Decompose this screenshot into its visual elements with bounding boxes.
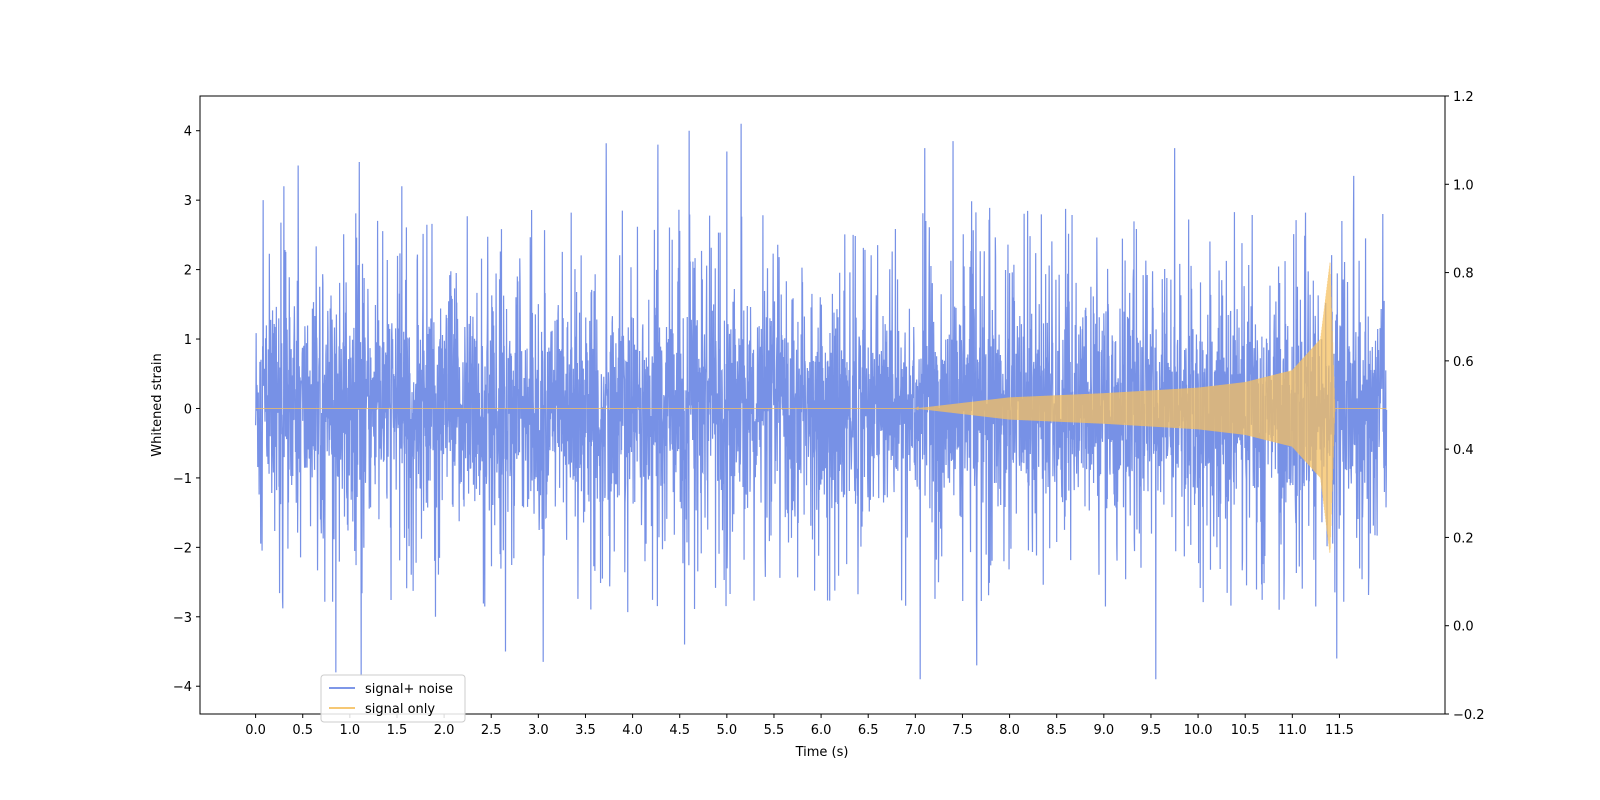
x-tick-label: 6.5 [858,723,879,738]
y2-tick-label: 0.4 [1453,443,1474,458]
y-tick-label: 2 [184,264,192,279]
legend-label-signal-only: signal only [365,702,435,717]
y-tick-label: −3 [173,611,192,626]
y2-tick-label: 0.8 [1453,267,1474,282]
legend-box [320,674,466,723]
y-axis-left: −4 −3 −2 −1 0 1 2 3 4 [173,125,200,695]
x-tick-label: 7.5 [952,723,973,738]
x-tick-label: 11.5 [1325,723,1354,738]
y-tick-label: 1 [184,333,192,348]
y-tick-label: 4 [184,125,192,140]
y-tick-label: 0 [184,402,192,417]
y2-tick-label: 1.2 [1453,90,1474,105]
y-tick-label: −4 [173,680,192,695]
series-signal-noise [255,123,1388,680]
x-tick-label: 2.0 [434,723,455,738]
y-tick-label: −2 [173,541,192,556]
y2-tick-label: 1.0 [1453,178,1474,193]
signal-line [255,262,1387,553]
y-axis-right: −0.2 0.0 0.2 0.4 0.6 0.8 1.0 1.2 [1445,90,1485,723]
x-tick-label: 5.5 [764,723,785,738]
x-tick-label: 4.0 [622,723,643,738]
x-tick-label: 9.0 [1093,723,1114,738]
x-tick-label: 8.0 [999,723,1020,738]
x-tick-label: 0.5 [292,723,313,738]
x-tick-label: 4.5 [669,723,690,738]
x-tick-label: 6.0 [811,723,832,738]
x-tick-label: 0.0 [245,723,266,738]
x-tick-label: 2.5 [481,723,502,738]
y2-tick-label: 0.2 [1453,531,1474,546]
x-tick-label: 8.5 [1046,723,1067,738]
y2-tick-label: 0.6 [1453,355,1474,370]
x-tick-label: 1.0 [340,723,361,738]
plot-frame [199,95,1446,715]
x-tick-label: 1.5 [387,723,408,738]
y2-tick-label: 0.0 [1453,620,1474,635]
y-axis-label: Whitened strain [150,353,165,456]
noise-line [255,123,1388,680]
x-tick-label: 9.5 [1141,723,1162,738]
y2-tick-label: −0.2 [1453,708,1485,723]
x-tick-label: 7.0 [905,723,926,738]
legend-label-signal-noise: signal+ noise [365,682,453,697]
x-tick-label: 3.0 [528,723,549,738]
x-tick-label: 3.5 [575,723,596,738]
y-tick-label: 3 [184,194,192,209]
legend: signal+ noise signal only [320,674,466,723]
x-tick-label: 5.0 [716,723,737,738]
x-tick-label: 11.0 [1278,723,1307,738]
x-tick-label: 10.5 [1231,723,1260,738]
y-tick-label: −1 [173,472,192,487]
x-tick-label: 10.0 [1184,723,1213,738]
x-axis: 0.0 0.5 1.0 1.5 2.0 2.5 3.0 3.5 4.0 4.5 5.0 5.5 6.0 6… [245,714,1354,738]
series-signal-only [255,262,1387,553]
x-axis-label: Time (s) [795,745,849,760]
